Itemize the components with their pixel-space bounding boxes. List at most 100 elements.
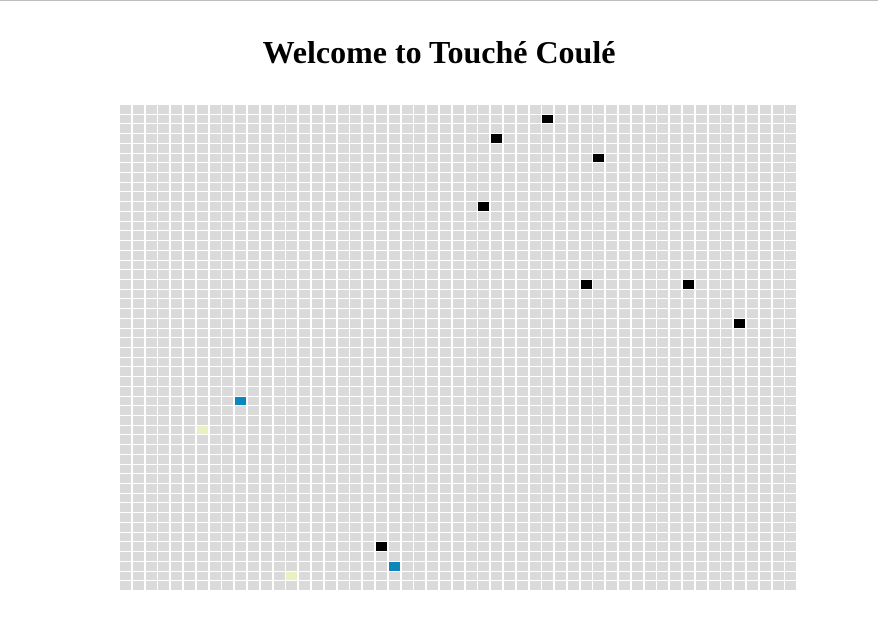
board-cell[interactable] — [222, 153, 234, 163]
board-cell[interactable] — [491, 464, 503, 474]
board-cell[interactable] — [158, 367, 170, 377]
board-cell[interactable] — [580, 532, 592, 542]
board-cell[interactable] — [708, 231, 720, 241]
board-cell[interactable] — [555, 425, 567, 435]
board-cell[interactable] — [478, 357, 490, 367]
board-cell[interactable] — [363, 279, 375, 289]
board-cell[interactable] — [273, 289, 285, 299]
board-cell[interactable] — [695, 561, 707, 571]
board-cell[interactable] — [299, 134, 311, 143]
board-cell[interactable] — [529, 134, 541, 143]
board-cell[interactable] — [350, 454, 362, 464]
board-cell[interactable] — [619, 338, 631, 347]
board-cell[interactable] — [324, 124, 336, 134]
board-cell[interactable] — [401, 542, 413, 552]
board-cell[interactable] — [644, 299, 656, 309]
board-cell[interactable] — [401, 163, 413, 173]
board-cell[interactable] — [439, 289, 451, 299]
board-cell[interactable] — [260, 552, 272, 561]
board-cell[interactable] — [260, 571, 272, 581]
board-cell[interactable] — [683, 143, 695, 153]
board-cell[interactable] — [427, 347, 439, 357]
board-cell[interactable] — [529, 211, 541, 221]
board-cell[interactable] — [414, 134, 426, 143]
board-cell[interactable] — [388, 474, 400, 484]
board-cell[interactable] — [759, 163, 771, 173]
board-cell[interactable] — [683, 522, 695, 532]
board-cell[interactable] — [747, 241, 759, 250]
board-cell[interactable] — [158, 241, 170, 250]
board-cell[interactable] — [708, 241, 720, 250]
board-cell[interactable] — [337, 367, 349, 377]
board-cell[interactable] — [247, 182, 259, 192]
board-cell[interactable] — [145, 309, 157, 318]
board-cell[interactable] — [708, 250, 720, 260]
board-cell[interactable] — [427, 542, 439, 552]
board-cell[interactable] — [158, 542, 170, 552]
board-cell[interactable] — [567, 279, 579, 289]
board-cell[interactable] — [427, 221, 439, 231]
board-cell[interactable] — [555, 163, 567, 173]
board-cell[interactable] — [683, 493, 695, 503]
board-cell[interactable] — [670, 454, 682, 464]
board-cell[interactable] — [491, 522, 503, 532]
board-cell[interactable] — [734, 484, 746, 493]
board-cell[interactable] — [567, 552, 579, 561]
board-cell[interactable] — [606, 250, 618, 260]
board-cell[interactable] — [311, 416, 323, 425]
board-cell[interactable] — [631, 270, 643, 279]
board-cell[interactable] — [158, 338, 170, 347]
board-cell[interactable] — [235, 571, 247, 581]
board-cell[interactable] — [657, 464, 669, 474]
board-cell[interactable] — [350, 289, 362, 299]
board-cell[interactable] — [286, 318, 298, 328]
board-cell[interactable] — [363, 416, 375, 425]
board-cell[interactable] — [747, 474, 759, 484]
board-cell[interactable] — [196, 532, 208, 542]
board-cell[interactable] — [132, 561, 144, 571]
board-cell[interactable] — [567, 464, 579, 474]
board-cell[interactable] — [260, 182, 272, 192]
board-cell[interactable] — [337, 357, 349, 367]
board-cell[interactable] — [478, 105, 490, 114]
board-cell[interactable] — [311, 182, 323, 192]
board-cell[interactable] — [286, 377, 298, 386]
board-cell[interactable] — [260, 289, 272, 299]
board-cell[interactable] — [183, 338, 195, 347]
board-cell[interactable] — [196, 454, 208, 464]
board-cell[interactable] — [311, 445, 323, 454]
board-cell[interactable] — [619, 328, 631, 338]
board-cell[interactable] — [695, 173, 707, 182]
board-cell[interactable] — [247, 435, 259, 445]
board-cell[interactable] — [555, 114, 567, 124]
board-cell[interactable] — [542, 328, 554, 338]
board-cell[interactable] — [401, 377, 413, 386]
board-cell[interactable] — [196, 318, 208, 328]
board-cell[interactable] — [657, 581, 669, 590]
board-cell[interactable] — [375, 416, 387, 425]
board-cell[interactable] — [772, 173, 784, 182]
board-cell[interactable] — [299, 552, 311, 561]
board-cell[interactable] — [529, 435, 541, 445]
board-cell[interactable] — [311, 552, 323, 561]
board-cell[interactable] — [171, 231, 183, 241]
board-cell[interactable] — [708, 192, 720, 202]
board-cell[interactable] — [734, 338, 746, 347]
board-cell[interactable] — [286, 357, 298, 367]
board-cell[interactable] — [555, 105, 567, 114]
board-cell[interactable] — [299, 182, 311, 192]
board-cell[interactable] — [427, 279, 439, 289]
board-cell[interactable] — [785, 532, 797, 542]
board-cell[interactable] — [785, 250, 797, 260]
board-cell[interactable] — [503, 542, 515, 552]
board-cell[interactable] — [631, 357, 643, 367]
board-cell[interactable] — [491, 542, 503, 552]
board-cell[interactable] — [299, 357, 311, 367]
board-cell[interactable] — [619, 571, 631, 581]
board-cell[interactable] — [337, 503, 349, 513]
board-cell[interactable] — [260, 143, 272, 153]
board-cell[interactable] — [708, 211, 720, 221]
board-cell[interactable] — [683, 474, 695, 484]
board-cell[interactable] — [222, 513, 234, 522]
board-cell[interactable] — [785, 163, 797, 173]
